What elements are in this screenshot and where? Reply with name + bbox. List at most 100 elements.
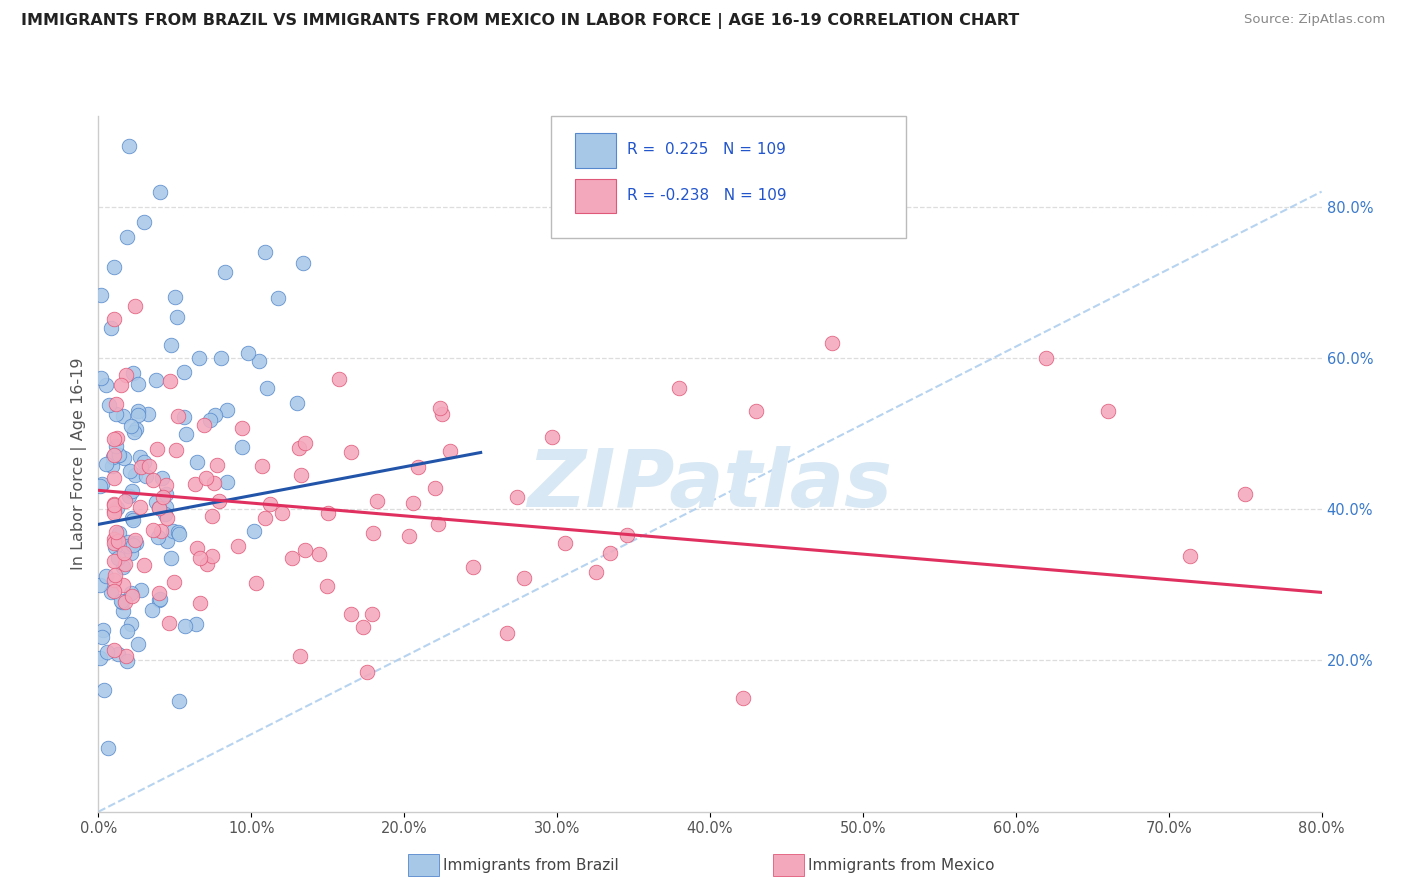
Point bbox=[127, 376, 149, 391]
Point bbox=[328, 372, 350, 386]
Point bbox=[114, 493, 136, 508]
Point bbox=[146, 530, 169, 544]
Point bbox=[127, 403, 149, 417]
Point bbox=[254, 511, 277, 525]
Point bbox=[104, 540, 127, 554]
Point bbox=[253, 244, 276, 259]
Point bbox=[103, 449, 125, 463]
Point bbox=[120, 546, 142, 560]
Point bbox=[184, 616, 207, 631]
Point bbox=[107, 525, 129, 540]
Point bbox=[98, 398, 121, 412]
Point bbox=[496, 626, 519, 640]
Point bbox=[112, 559, 135, 574]
Point bbox=[122, 538, 145, 552]
Point bbox=[89, 578, 111, 592]
Point bbox=[122, 513, 145, 527]
Point bbox=[352, 620, 374, 634]
Point bbox=[339, 607, 361, 622]
Point bbox=[242, 524, 264, 538]
Point bbox=[132, 558, 155, 573]
Point bbox=[124, 422, 146, 436]
Point bbox=[204, 408, 226, 422]
FancyBboxPatch shape bbox=[575, 133, 616, 169]
Point bbox=[107, 448, 129, 462]
Point bbox=[107, 648, 129, 662]
Point bbox=[1097, 404, 1119, 418]
Point bbox=[103, 312, 125, 326]
Point bbox=[142, 473, 165, 487]
Point bbox=[124, 533, 146, 548]
Point bbox=[513, 571, 536, 585]
Point bbox=[127, 637, 149, 651]
Point bbox=[103, 432, 125, 446]
Point bbox=[463, 560, 485, 574]
Y-axis label: In Labor Force | Age 16-19: In Labor Force | Age 16-19 bbox=[72, 358, 87, 570]
Point bbox=[90, 288, 112, 302]
Point bbox=[554, 535, 576, 549]
Point bbox=[668, 381, 690, 395]
Point bbox=[136, 408, 159, 422]
Point bbox=[110, 594, 132, 608]
Point bbox=[112, 546, 135, 560]
Point bbox=[291, 256, 314, 270]
Point bbox=[145, 495, 167, 509]
Point bbox=[406, 460, 429, 475]
Point bbox=[167, 409, 190, 423]
Point bbox=[124, 299, 146, 313]
Point bbox=[267, 292, 290, 306]
Point bbox=[110, 378, 132, 392]
Point bbox=[138, 458, 160, 473]
Point bbox=[290, 467, 312, 482]
Point bbox=[245, 576, 267, 591]
Point bbox=[91, 623, 114, 637]
Point bbox=[215, 403, 238, 417]
Point bbox=[1234, 487, 1257, 501]
Point bbox=[159, 374, 181, 388]
Point bbox=[107, 551, 129, 566]
Point bbox=[121, 590, 143, 604]
Point bbox=[115, 654, 138, 668]
Point bbox=[103, 498, 125, 512]
Point bbox=[429, 401, 451, 415]
Point bbox=[112, 604, 135, 618]
Point bbox=[184, 476, 207, 491]
Point bbox=[167, 526, 190, 541]
Point bbox=[167, 525, 190, 540]
Text: R =  0.225   N = 109: R = 0.225 N = 109 bbox=[627, 142, 786, 157]
Point bbox=[149, 591, 172, 606]
Point bbox=[121, 510, 143, 524]
Point bbox=[96, 569, 118, 583]
Point bbox=[90, 370, 112, 384]
Point bbox=[1180, 549, 1202, 563]
Point bbox=[148, 500, 170, 515]
Text: R = -0.238   N = 109: R = -0.238 N = 109 bbox=[627, 188, 786, 203]
Point bbox=[89, 479, 111, 493]
Point bbox=[103, 471, 125, 485]
Point bbox=[156, 510, 179, 524]
Point bbox=[540, 429, 562, 443]
Point bbox=[103, 497, 125, 511]
Point bbox=[100, 584, 122, 599]
Point bbox=[94, 457, 117, 471]
Point bbox=[439, 444, 461, 458]
Point bbox=[165, 443, 187, 458]
Point bbox=[208, 493, 231, 508]
Point bbox=[117, 535, 139, 549]
Point bbox=[173, 365, 195, 379]
Point bbox=[93, 683, 115, 698]
Point bbox=[135, 469, 157, 483]
Point bbox=[188, 551, 211, 566]
Point bbox=[103, 260, 125, 275]
Point bbox=[112, 577, 135, 591]
Point bbox=[174, 427, 197, 442]
Point bbox=[121, 366, 143, 380]
Point bbox=[104, 568, 127, 582]
Point bbox=[141, 523, 163, 537]
Point bbox=[366, 494, 388, 508]
Point bbox=[186, 455, 208, 469]
Point bbox=[215, 475, 238, 490]
Text: ZIPatlas: ZIPatlas bbox=[527, 446, 893, 524]
Point bbox=[238, 346, 260, 360]
Point bbox=[169, 694, 191, 708]
